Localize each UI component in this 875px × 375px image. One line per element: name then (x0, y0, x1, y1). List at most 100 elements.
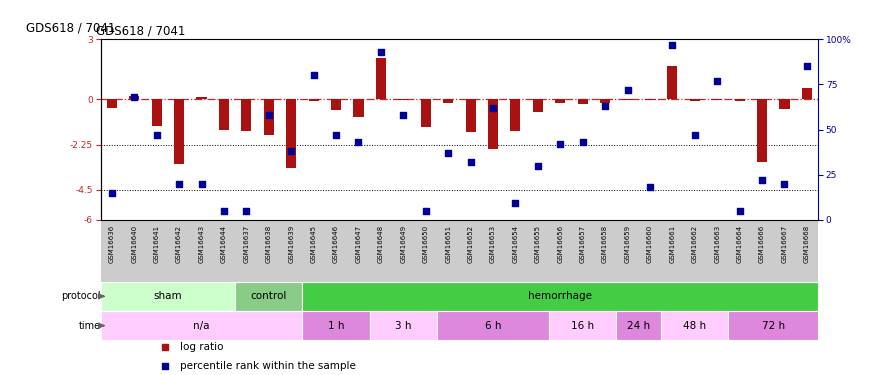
Point (800, 63, 814, 69)
Point (598, 103, 612, 109)
Point (194, 181, 208, 187)
Bar (533, 99, 542, 112)
Bar (550, 311, 616, 340)
Bar (376, 58, 386, 99)
Bar (578, 99, 588, 105)
Bar (443, 99, 453, 104)
Bar (662, 311, 728, 340)
Bar (757, 99, 767, 162)
Text: GSM16661: GSM16661 (669, 225, 676, 263)
Text: GSM16651: GSM16651 (445, 225, 452, 263)
Text: GSM16652: GSM16652 (467, 225, 473, 262)
Point (710, 78, 724, 84)
Text: GSM16663: GSM16663 (714, 225, 720, 263)
Point (778, 181, 792, 187)
Text: GSM16655: GSM16655 (535, 225, 541, 262)
Text: sham: sham (154, 291, 182, 301)
Bar (712, 99, 722, 100)
Text: GSM16649: GSM16649 (401, 225, 406, 263)
Text: GSM16641: GSM16641 (154, 225, 159, 263)
Text: GSM16662: GSM16662 (692, 225, 697, 263)
Bar (107, 99, 117, 108)
Bar (331, 99, 341, 111)
Bar (728, 311, 818, 340)
Text: GSM16646: GSM16646 (333, 225, 339, 263)
Text: GSM16637: GSM16637 (243, 225, 249, 263)
Text: n/a: n/a (193, 321, 210, 331)
Text: GSM16654: GSM16654 (513, 225, 518, 262)
Bar (802, 88, 812, 99)
Point (105, 190, 119, 196)
Bar (263, 99, 274, 135)
Point (531, 163, 545, 169)
Text: GSM16664: GSM16664 (737, 225, 743, 263)
Text: GSM16666: GSM16666 (760, 225, 765, 263)
Bar (151, 99, 162, 126)
Bar (303, 282, 818, 311)
Point (419, 208, 433, 214)
Point (217, 208, 231, 214)
Bar (616, 311, 662, 340)
Bar (286, 99, 297, 168)
Text: GSM16636: GSM16636 (108, 225, 115, 263)
Text: GSM16659: GSM16659 (625, 225, 631, 263)
Bar (309, 99, 318, 102)
Bar (668, 66, 677, 99)
Bar (690, 99, 700, 102)
Text: 6 h: 6 h (485, 321, 501, 331)
Bar (780, 99, 789, 109)
Point (464, 159, 478, 165)
Text: GSM16644: GSM16644 (221, 225, 227, 262)
Text: GSM16668: GSM16668 (804, 225, 810, 263)
Point (755, 177, 769, 183)
Point (441, 150, 455, 156)
Text: GSM16642: GSM16642 (176, 225, 182, 262)
Point (643, 184, 657, 190)
Bar (645, 99, 655, 100)
Text: GSM16643: GSM16643 (199, 225, 205, 263)
Text: GSM16660: GSM16660 (647, 225, 653, 263)
Bar (488, 99, 498, 148)
Bar (197, 97, 206, 99)
Point (486, 105, 500, 111)
Text: 1 h: 1 h (328, 321, 344, 331)
Bar (354, 99, 363, 117)
Point (620, 87, 634, 93)
Bar (556, 99, 565, 104)
Point (396, 112, 410, 118)
Bar (219, 99, 229, 129)
Point (150, 132, 164, 138)
Text: protocol: protocol (61, 291, 101, 301)
Text: GSM16640: GSM16640 (131, 225, 137, 263)
Text: GSM16650: GSM16650 (423, 225, 429, 263)
Point (352, 139, 366, 145)
Bar (242, 99, 251, 130)
Bar (101, 282, 235, 311)
Point (240, 208, 254, 214)
Bar (437, 311, 550, 340)
Bar (130, 96, 139, 99)
Text: GSM16656: GSM16656 (557, 225, 564, 263)
Bar (235, 282, 303, 311)
Text: 48 h: 48 h (683, 321, 706, 331)
Point (127, 94, 141, 100)
Text: control: control (250, 291, 287, 301)
Bar (600, 99, 610, 104)
Text: GSM16647: GSM16647 (355, 225, 361, 263)
Text: percentile rank within the sample: percentile rank within the sample (179, 361, 355, 371)
Text: hemorrhage: hemorrhage (528, 291, 592, 301)
Point (262, 112, 276, 118)
Text: GSM16645: GSM16645 (311, 225, 317, 262)
Text: 72 h: 72 h (762, 321, 785, 331)
Text: GSM16638: GSM16638 (266, 225, 272, 263)
Point (688, 132, 702, 138)
Text: GDS618 / 7041: GDS618 / 7041 (26, 21, 116, 34)
Text: log ratio: log ratio (179, 342, 223, 352)
Bar (101, 311, 303, 340)
Bar (398, 99, 409, 100)
Text: time: time (79, 321, 101, 331)
Text: GSM16657: GSM16657 (580, 225, 585, 263)
Point (553, 141, 567, 147)
Bar (622, 99, 633, 100)
Point (306, 72, 320, 78)
